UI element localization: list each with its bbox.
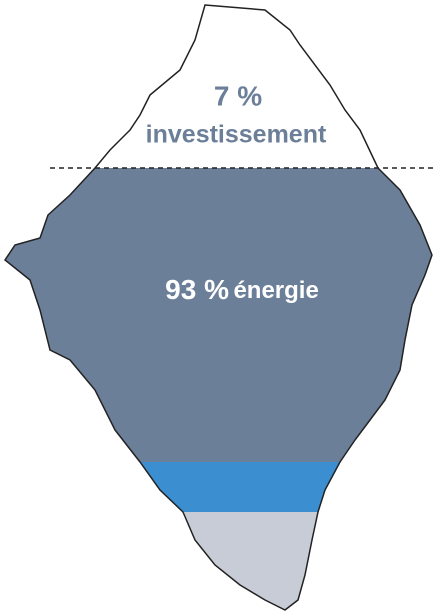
gray-band	[0, 512, 436, 615]
above-label: investissement	[146, 121, 327, 149]
below-share: 93 %	[165, 274, 229, 305]
blue-band	[0, 462, 436, 512]
below-water	[0, 168, 436, 462]
iceberg-diagram: 7 % investissement 93 % énergie	[0, 0, 436, 615]
below-text: 93 % énergie	[165, 274, 319, 305]
above-share: 7 %	[214, 80, 262, 111]
below-label: énergie	[233, 277, 318, 304]
